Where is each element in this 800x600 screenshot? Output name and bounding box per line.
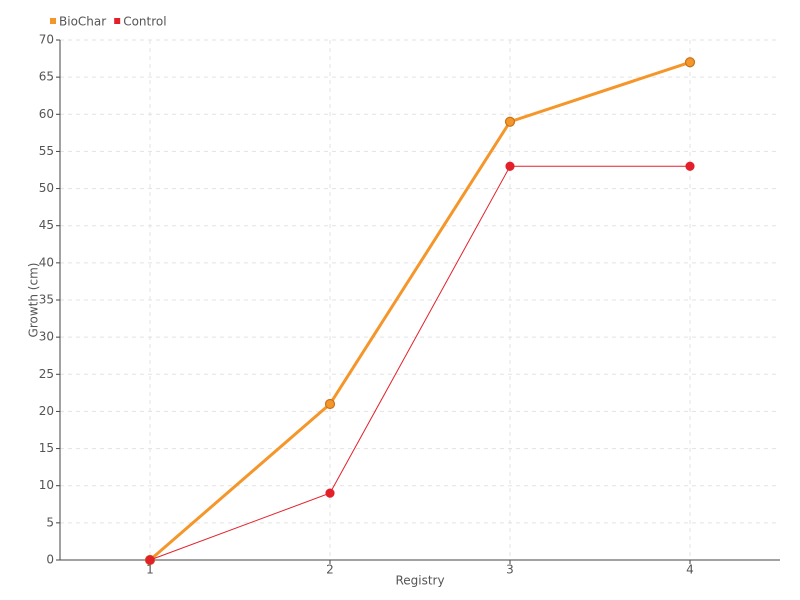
x-tick-label: 3 bbox=[506, 563, 514, 577]
legend-swatch bbox=[114, 18, 121, 24]
legend-label: BioChar bbox=[59, 15, 106, 29]
series-line bbox=[149, 60, 691, 562]
y-tick-label: 65 bbox=[39, 70, 54, 84]
y-tick-label: 60 bbox=[39, 107, 54, 121]
point bbox=[324, 398, 336, 410]
point bbox=[684, 57, 696, 68]
x-tick-label: 1 bbox=[146, 563, 154, 577]
y-tick-label: 25 bbox=[39, 367, 54, 381]
point bbox=[145, 555, 155, 565]
y-tick-label: 70 bbox=[39, 33, 54, 47]
y-tick-label: 0 bbox=[46, 553, 54, 567]
legend-swatch bbox=[50, 18, 56, 24]
y-tick-label: 45 bbox=[39, 218, 54, 232]
y-tick-label: 20 bbox=[39, 404, 54, 418]
y-tick-label: 40 bbox=[39, 255, 54, 269]
x-axis-label: Registry bbox=[395, 574, 444, 588]
legend-label: Control bbox=[123, 15, 166, 29]
y-tick-label: 10 bbox=[39, 478, 54, 492]
y-axis-label: Growth (cm) bbox=[27, 263, 41, 338]
y-tick-label: 5 bbox=[46, 515, 54, 529]
y-tick-label: 50 bbox=[39, 181, 54, 195]
point bbox=[505, 161, 515, 171]
x-tick-label: 4 bbox=[686, 563, 694, 577]
y-tick-label: 55 bbox=[39, 144, 54, 158]
point bbox=[504, 116, 516, 127]
y-tick-label: 15 bbox=[39, 441, 54, 455]
point bbox=[325, 488, 335, 498]
x-tick-label: 2 bbox=[326, 563, 334, 577]
series-line bbox=[149, 165, 690, 561]
point bbox=[685, 161, 695, 171]
y-tick-label: 30 bbox=[39, 330, 54, 344]
y-tick-label: 35 bbox=[39, 293, 54, 307]
